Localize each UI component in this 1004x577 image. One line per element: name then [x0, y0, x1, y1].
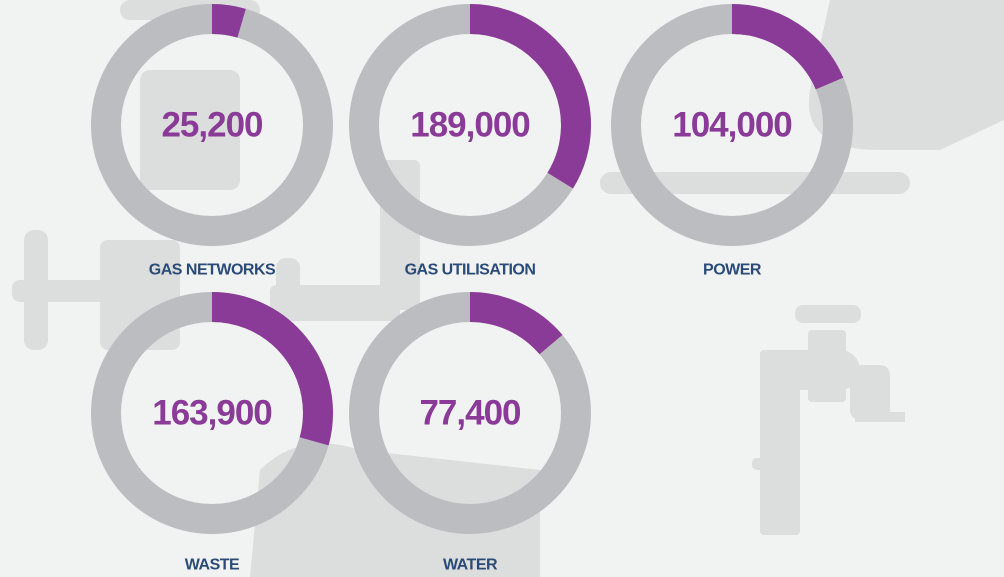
donut-label: POWER	[703, 262, 762, 279]
infographic: 25,200 GAS NETWORKS 189,000 GAS UTILISATION…	[0, 0, 1004, 577]
donut-value: 163,900	[152, 394, 272, 433]
donut-value: 104,000	[672, 106, 792, 145]
donut-label: GAS NETWORKS	[149, 262, 276, 279]
donut-value: 77,400	[419, 394, 521, 433]
donut-value: 189,000	[410, 106, 530, 145]
donut-value: 25,200	[161, 106, 263, 145]
donut-label: GAS UTILISATION	[405, 262, 536, 279]
donut-label: WASTE	[185, 557, 240, 574]
donut-label: WATER	[443, 557, 498, 574]
